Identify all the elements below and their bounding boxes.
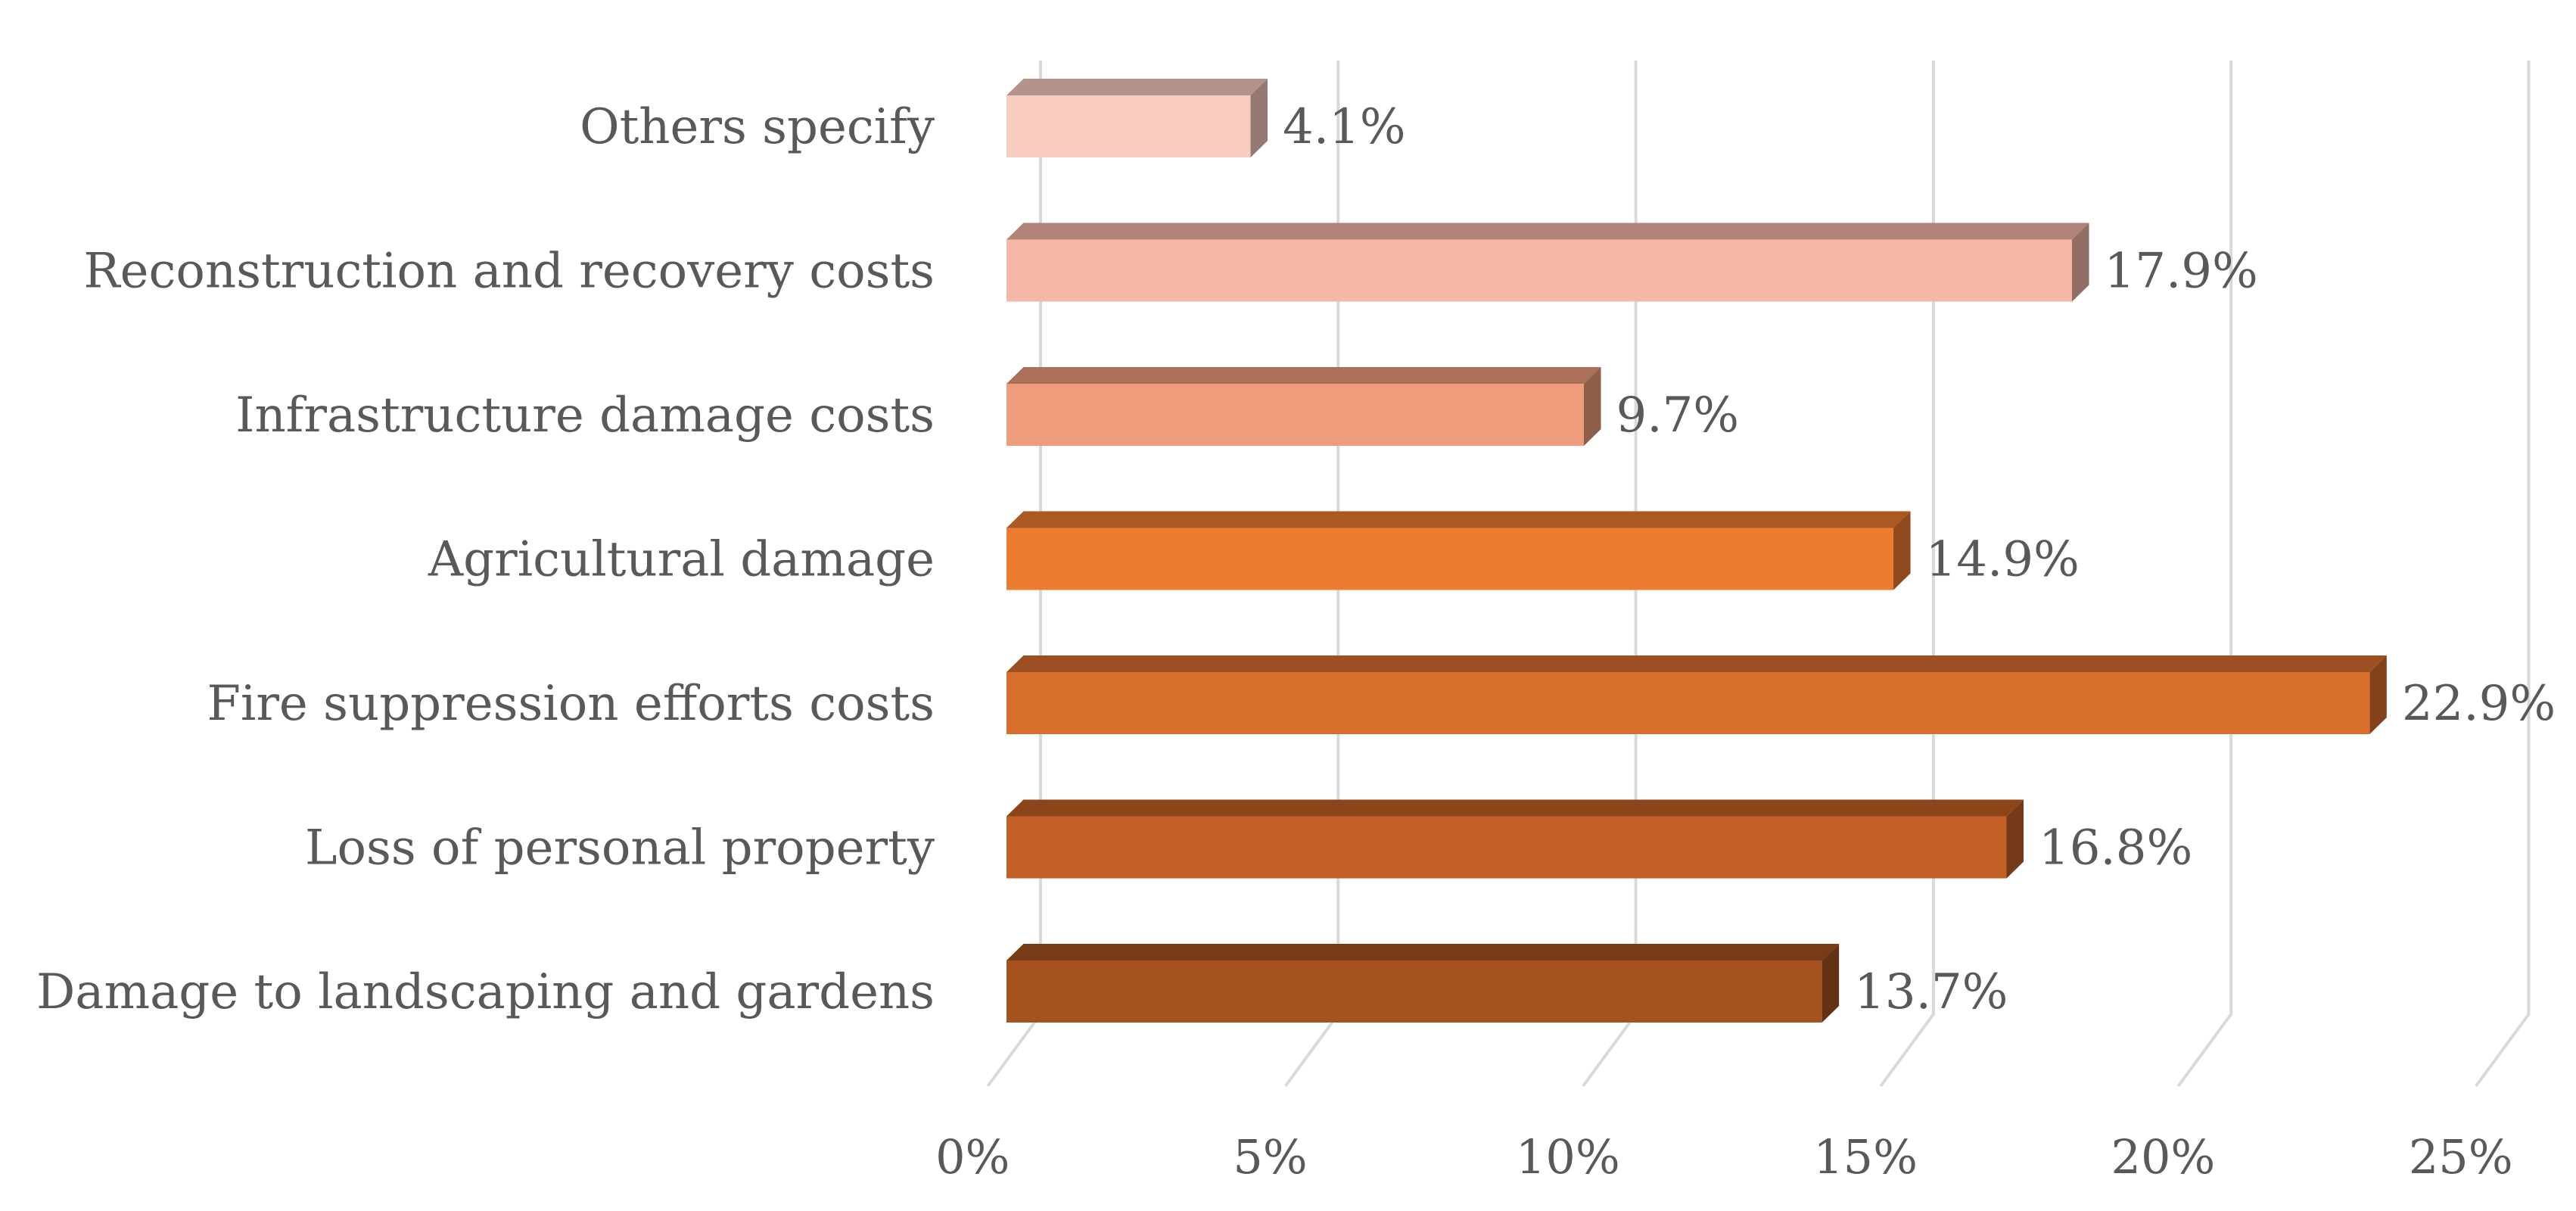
value-label: 14.9%	[1926, 532, 2080, 588]
value-labels: 4.1% 17.9% 9.7% 14.9% 22.9% 16.8% 13.7%	[1283, 99, 2556, 1020]
x-tick-label: 20%	[2111, 1129, 2216, 1185]
bar-side-face	[1822, 944, 1840, 1023]
category-label: Reconstruction and recovery costs	[83, 244, 935, 300]
bar-front-face	[1006, 239, 2073, 302]
bar-top-face	[1006, 655, 2387, 672]
category-label: Damage to landscaping and gardens	[36, 964, 935, 1020]
category-labels: Others specify Reconstruction and recover…	[36, 99, 935, 1020]
bar-top-face	[1006, 79, 1268, 95]
bar-front-face	[1006, 384, 1585, 446]
value-label: 16.8%	[2039, 820, 2192, 876]
bar-top-face	[1006, 799, 2024, 817]
x-tick-label: 15%	[1813, 1129, 1918, 1185]
bar	[1006, 79, 1268, 157]
category-label: Infrastructure damage costs	[235, 388, 935, 444]
bar	[1006, 511, 1911, 590]
bar-side-face	[1893, 511, 1911, 590]
bar	[1006, 799, 2024, 879]
value-label: 17.9%	[2105, 244, 2258, 300]
bar-side-face	[1250, 79, 1268, 157]
bar-front-face	[1006, 816, 2007, 879]
gridline	[2475, 61, 2531, 1088]
x-tick-label: 10%	[1516, 1129, 1620, 1185]
bar-top-face	[1006, 511, 1911, 528]
x-tick-label: 5%	[1233, 1129, 1307, 1185]
bar-top-face	[1006, 367, 1601, 384]
bar-front-face	[1006, 95, 1251, 157]
value-label: 4.1%	[1283, 99, 1406, 155]
value-label: 13.7%	[1854, 964, 2008, 1020]
bar-front-face	[1006, 672, 2370, 734]
bar-top-face	[1006, 944, 1840, 960]
category-label: Agricultural damage	[428, 532, 935, 588]
category-label: Others specify	[580, 99, 935, 155]
bar	[1006, 223, 2089, 302]
bar-front-face	[1006, 960, 1822, 1023]
bar-side-face	[2006, 799, 2024, 879]
gridline	[2176, 61, 2233, 1088]
gridline	[1879, 61, 1935, 1088]
category-label: Loss of personal property	[305, 820, 935, 876]
bar	[1006, 367, 1601, 446]
bar	[1006, 655, 2387, 734]
bar	[1006, 944, 1840, 1023]
bar-side-face	[1584, 367, 1601, 446]
bars	[1006, 79, 2387, 1023]
bar-top-face	[1006, 223, 2089, 240]
bar-front-face	[1006, 528, 1894, 590]
x-tick-label: 25%	[2409, 1129, 2513, 1185]
bar-side-face	[2369, 655, 2387, 734]
x-axis-ticks: 0% 5% 10% 15% 20% 25%	[935, 1129, 2513, 1185]
bar-side-face	[2072, 223, 2089, 302]
value-label: 22.9%	[2402, 676, 2556, 732]
value-label: 9.7%	[1616, 388, 1740, 444]
x-tick-label: 0%	[935, 1129, 1010, 1185]
category-label: Fire suppression efforts costs	[207, 676, 935, 732]
